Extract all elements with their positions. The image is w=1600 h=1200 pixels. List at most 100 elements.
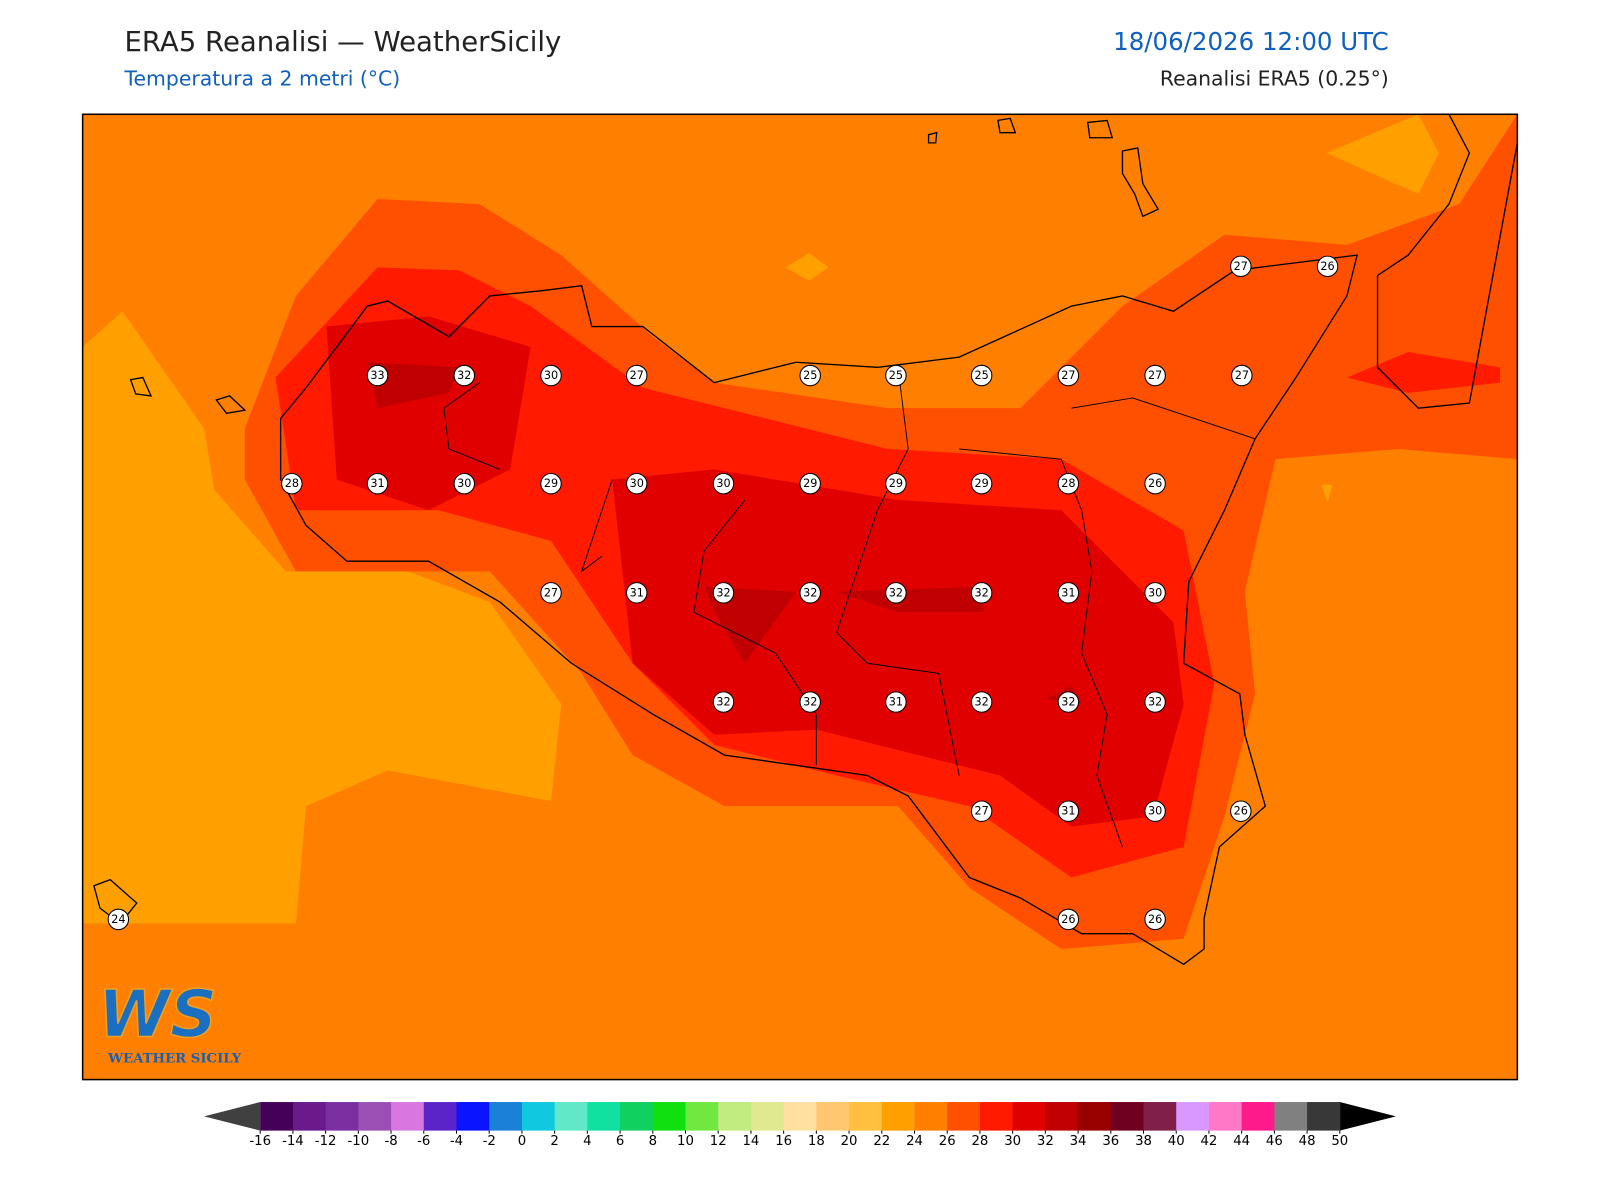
station-value: 27 (1234, 260, 1248, 273)
station-value: 26 (1320, 260, 1334, 273)
colorbar-swatch (1143, 1102, 1177, 1131)
station-value: 27 (1061, 369, 1075, 382)
station-value: 31 (1061, 805, 1075, 818)
station-marker (626, 364, 648, 387)
station-value: 25 (803, 369, 817, 382)
station-marker (1057, 472, 1080, 495)
coast-calabria (1376, 114, 1518, 409)
station-marker (1316, 255, 1339, 278)
station-value: 30 (716, 477, 730, 490)
colorbar-tick-label: 40 (1168, 1134, 1185, 1149)
station-value: 29 (803, 477, 817, 490)
contour-22-24 (82, 114, 1439, 924)
map-frame (81, 113, 1519, 1081)
station-marker (885, 364, 907, 387)
valid-time: 18/06/2026 12:00 UTC (1113, 27, 1389, 56)
colorbar-tick-label: 28 (971, 1134, 988, 1149)
station-value: 33 (370, 369, 384, 382)
colorbar-tick-label: -6 (417, 1134, 430, 1149)
station-marker (281, 472, 303, 495)
colorbar-swatch (391, 1102, 425, 1131)
station-marker (970, 691, 993, 713)
colorbar-swatch (1274, 1102, 1308, 1131)
colorbar-swatch (521, 1102, 556, 1131)
station-value: 28 (1061, 477, 1075, 490)
station-marker (540, 364, 562, 387)
station-marker (1144, 364, 1166, 387)
colorbar-tick-label: 8 (649, 1134, 657, 1149)
colorbar-tick-label: 14 (742, 1134, 759, 1149)
colorbar-tick-label: -16 (249, 1134, 271, 1149)
station-value: 26 (1061, 913, 1075, 926)
colorbar-tick-label: 30 (1004, 1134, 1021, 1149)
colorbar-tick-label: 32 (1037, 1134, 1054, 1149)
station-value: 30 (1148, 805, 1162, 818)
colorbar-tick-label: 20 (841, 1134, 858, 1149)
station-value: 25 (889, 369, 903, 382)
station-marker (1231, 364, 1253, 387)
colorbar-swatch (1176, 1102, 1210, 1131)
coastlines (93, 114, 1518, 966)
station-value: 32 (1061, 696, 1075, 709)
colorbar-tick-label: 6 (616, 1134, 624, 1149)
subtitle: Temperatura a 2 metri (°C) (123, 67, 400, 91)
colorbar-tick-label: 4 (583, 1134, 591, 1149)
colorbar-swatch (652, 1102, 687, 1131)
station-marker (1057, 582, 1080, 604)
station-value: 26 (1234, 805, 1248, 818)
station-value: 27 (1235, 369, 1249, 382)
station-marker (799, 364, 821, 387)
station-values: 33 32 30 27 25 25 25 27 27 27 27 26 28 31 30 29 30 30 29 29… (107, 255, 1339, 931)
colorbar-swatch (1241, 1102, 1275, 1131)
station-marker (540, 472, 562, 495)
station-marker (712, 472, 735, 495)
colorbar-swatch (1045, 1102, 1079, 1131)
colorbar-tick-label: 24 (906, 1134, 923, 1149)
station-marker (1057, 364, 1080, 387)
colorbar-tick-label: 48 (1299, 1134, 1316, 1149)
station-value: 27 (544, 586, 558, 599)
station-marker (885, 472, 907, 495)
station-value: 31 (370, 477, 384, 490)
temperature-field (82, 114, 1518, 1080)
colorbar-swatch (718, 1102, 752, 1131)
station-value: 30 (457, 477, 471, 490)
logo-name: WEATHER SICILY (107, 1052, 242, 1067)
station-value: 29 (544, 477, 558, 490)
colorbar-swatch (1078, 1102, 1112, 1131)
colorbar-tick-label: 50 (1331, 1134, 1348, 1149)
station-value: 26 (1148, 913, 1162, 926)
source: Reanalisi ERA5 (0.25°) (1160, 67, 1389, 91)
station-value: 30 (630, 477, 644, 490)
colorbar-swatch (783, 1102, 817, 1131)
station-marker (453, 364, 475, 387)
colorbar-tick-label: 34 (1070, 1134, 1087, 1149)
colorbar-tick-label: -12 (315, 1134, 337, 1149)
station-marker (712, 582, 735, 604)
colorbar-tick-label: 18 (808, 1134, 825, 1149)
colorbar-tick-label: 12 (710, 1134, 727, 1149)
colorbar-swatch (325, 1102, 359, 1131)
colorbar-swatch (849, 1102, 883, 1131)
colorbar-swatch (914, 1102, 948, 1131)
colorbar-swatch (489, 1102, 523, 1131)
station-value: 32 (803, 696, 817, 709)
station-marker (1144, 691, 1166, 713)
station-marker (1144, 908, 1166, 931)
colorbar-over (1339, 1102, 1396, 1131)
station-marker (540, 582, 562, 604)
station-value: 24 (111, 913, 125, 926)
colorbar-swatch (587, 1102, 621, 1131)
station-marker (453, 472, 475, 495)
station-value: 26 (1148, 477, 1162, 490)
station-value: 32 (716, 696, 730, 709)
colorbar-tick-label: -4 (450, 1134, 463, 1149)
station-marker (1057, 691, 1080, 713)
station-marker (107, 908, 130, 931)
colorbar-swatch (685, 1102, 719, 1131)
station-marker (1144, 582, 1166, 604)
colorbar-tick-label: 44 (1233, 1134, 1250, 1149)
station-value: 32 (974, 696, 988, 709)
station-value: 30 (1148, 586, 1162, 599)
